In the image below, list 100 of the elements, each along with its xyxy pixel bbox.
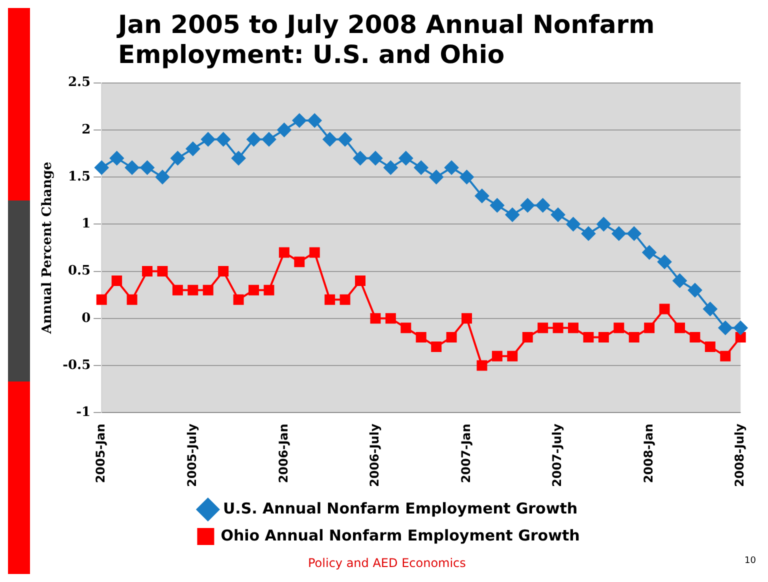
y-tick-label: 0.5 bbox=[68, 264, 91, 279]
text: Policy and AED Economics bbox=[308, 556, 466, 570]
point bbox=[583, 332, 594, 343]
point bbox=[340, 294, 350, 305]
point bbox=[598, 332, 609, 343]
point bbox=[294, 256, 305, 268]
point bbox=[188, 284, 198, 296]
point bbox=[216, 132, 230, 146]
point bbox=[674, 322, 685, 334]
x-tick-label: 2007-July bbox=[550, 424, 564, 488]
point bbox=[414, 160, 428, 175]
point bbox=[416, 332, 426, 343]
point bbox=[612, 226, 626, 241]
y-tick-label: 0 bbox=[82, 310, 91, 326]
point bbox=[672, 274, 687, 288]
point bbox=[202, 284, 214, 296]
point bbox=[627, 226, 642, 241]
point bbox=[703, 302, 718, 316]
point bbox=[460, 170, 474, 184]
point bbox=[218, 266, 229, 277]
point bbox=[628, 332, 640, 343]
point bbox=[324, 294, 336, 305]
x-tick-label: 2006-July bbox=[368, 424, 382, 488]
point bbox=[140, 160, 154, 175]
x-tick-label: 2007-Jan bbox=[458, 424, 473, 484]
point bbox=[704, 341, 716, 352]
y-tick-label: -1 bbox=[76, 405, 91, 420]
point bbox=[126, 294, 138, 305]
point bbox=[248, 284, 259, 296]
y-tick-label: 1 bbox=[82, 216, 91, 232]
point bbox=[201, 132, 216, 146]
point bbox=[551, 208, 566, 222]
point bbox=[642, 245, 656, 260]
point bbox=[644, 322, 655, 334]
x-tick-label: 2005-July bbox=[185, 424, 200, 488]
point bbox=[444, 160, 459, 175]
point bbox=[596, 217, 611, 232]
point bbox=[233, 294, 244, 305]
point bbox=[720, 350, 731, 362]
y-tick-label: 1.5 bbox=[68, 169, 91, 184]
x-tick-label: 2008-Jan bbox=[641, 424, 656, 484]
point bbox=[264, 284, 274, 296]
x-tick-label: 2008-July bbox=[732, 424, 747, 488]
point bbox=[507, 350, 518, 362]
point bbox=[520, 198, 535, 212]
point bbox=[718, 320, 732, 335]
point bbox=[157, 266, 168, 277]
point bbox=[309, 247, 320, 258]
point bbox=[536, 198, 550, 212]
point bbox=[142, 266, 152, 277]
x-tick-label: 2006-Jan bbox=[276, 424, 290, 484]
point bbox=[232, 151, 246, 166]
y-axis-title: Annual Percent Change bbox=[40, 162, 56, 335]
chart-title: Jan 2005 to July 2008 Annual Nonfarm Employment: U.S. and Ohio bbox=[118, 10, 656, 70]
point bbox=[490, 198, 504, 212]
text: 10 bbox=[744, 556, 756, 566]
point bbox=[614, 322, 624, 334]
point bbox=[262, 132, 276, 146]
point bbox=[400, 322, 412, 334]
point bbox=[292, 114, 306, 128]
point bbox=[446, 332, 457, 343]
point bbox=[110, 151, 124, 166]
legend-label: U.S. Annual Nonfarm Employment Growth bbox=[222, 499, 578, 518]
y-tick-label: 2 bbox=[82, 122, 91, 138]
point bbox=[368, 151, 382, 166]
point bbox=[552, 322, 564, 334]
point bbox=[734, 320, 748, 335]
point bbox=[658, 254, 672, 269]
point bbox=[155, 170, 170, 184]
point bbox=[431, 341, 442, 352]
point bbox=[581, 226, 596, 241]
point bbox=[566, 217, 580, 232]
point bbox=[355, 275, 366, 286]
point bbox=[385, 313, 396, 324]
point bbox=[462, 313, 472, 324]
legend-label: Ohio Annual Nonfarm Employment Growth bbox=[220, 526, 580, 544]
point bbox=[538, 322, 548, 334]
point bbox=[384, 160, 398, 175]
point bbox=[476, 360, 488, 371]
point bbox=[186, 142, 200, 156]
point bbox=[659, 304, 670, 314]
point bbox=[246, 132, 261, 146]
point bbox=[688, 283, 702, 298]
point bbox=[690, 332, 700, 343]
point bbox=[370, 313, 381, 324]
point bbox=[277, 122, 292, 137]
point bbox=[308, 114, 322, 128]
point bbox=[172, 284, 183, 296]
point bbox=[170, 151, 185, 166]
point bbox=[735, 332, 746, 343]
point bbox=[398, 151, 413, 166]
point bbox=[568, 322, 578, 334]
point bbox=[322, 132, 337, 146]
point bbox=[125, 160, 140, 175]
point bbox=[353, 151, 368, 166]
x-tick-label: 2005-Jan bbox=[94, 424, 108, 484]
point bbox=[505, 208, 520, 222]
point bbox=[429, 170, 444, 184]
point bbox=[112, 275, 122, 286]
point bbox=[338, 132, 352, 146]
